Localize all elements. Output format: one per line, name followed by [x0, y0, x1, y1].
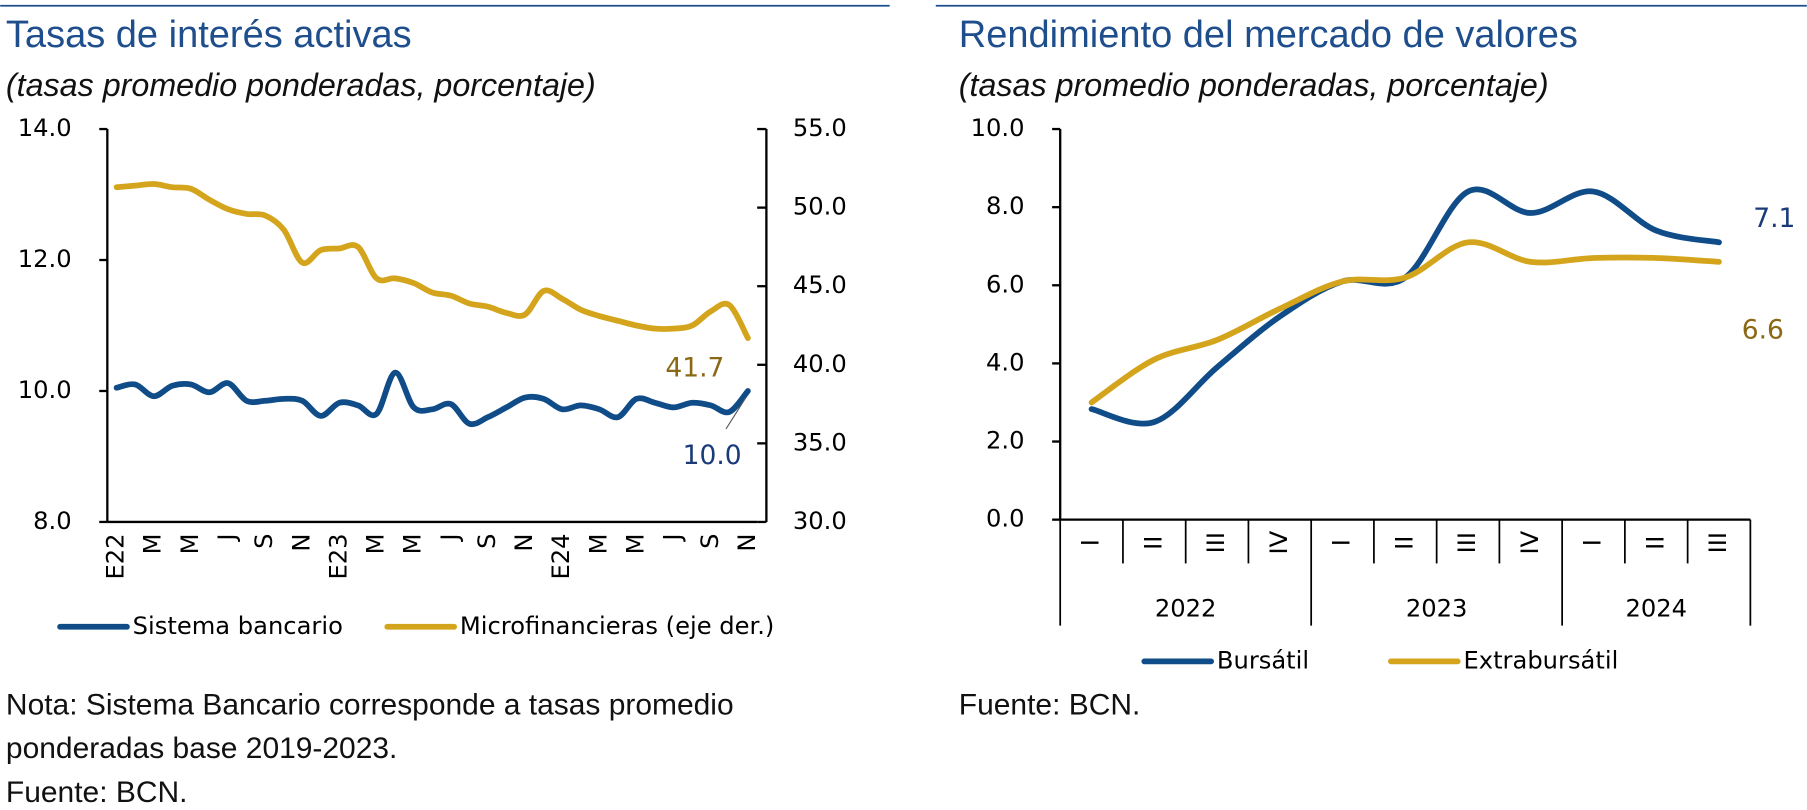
x-tick-label: E23	[324, 533, 352, 579]
note-box: Fuente: BCN.	[958, 686, 1141, 722]
y2-tick-label: 55.0	[793, 114, 847, 142]
y-tick-label: 14.0	[18, 114, 72, 142]
y-tick-label: 6.0	[986, 270, 1024, 298]
x-tick-label: M	[362, 533, 390, 554]
end-label: 6.6	[1742, 314, 1784, 345]
y2-tick-label: 45.0	[793, 271, 847, 299]
footnote: Fuente: BCN.	[958, 686, 1141, 722]
x-tick-label: M	[139, 533, 167, 554]
y-tick-label: 10.0	[971, 114, 1025, 142]
series-line	[1088, 239, 1722, 406]
y-tick-label: 12.0	[18, 245, 72, 273]
legend-label: Microfinancieras (eje der.)	[460, 612, 774, 640]
end-label: 10.0	[683, 440, 742, 471]
x-tick-label: E22	[102, 533, 130, 579]
note-box: Nota: Sistema Bancario corresponde a tas…	[5, 686, 734, 809]
chart-subtitle: (tasas promedio ponderadas, porcentaje)	[959, 67, 1549, 103]
legend-label: Bursátil	[1217, 646, 1309, 674]
y-tick-label: 2.0	[986, 427, 1024, 455]
chart-subtitle: (tasas promedio ponderadas, porcentaje)	[6, 67, 596, 103]
group-label: 2023	[1406, 595, 1468, 623]
x-tick-label: I	[1579, 539, 1607, 546]
x-tick-label: N	[733, 533, 761, 551]
end-label: 41.7	[665, 353, 724, 384]
x-tick-label: II	[1641, 536, 1669, 550]
group-label: 2024	[1625, 595, 1687, 623]
y2-tick-label: 50.0	[793, 193, 847, 221]
y2-tick-label: 35.0	[793, 428, 847, 456]
x-tick-label: J	[213, 533, 241, 542]
x-tick-label: S	[473, 533, 501, 548]
x-tick-label: IV	[1516, 530, 1544, 554]
chart-title: Rendimiento del mercado de valores	[959, 14, 1578, 56]
source: Fuente: BCN.	[5, 774, 188, 809]
series-line	[113, 369, 751, 428]
x-tick-label: M	[399, 533, 427, 554]
end-label: 7.1	[1753, 203, 1795, 234]
x-tick-label: J	[436, 533, 464, 542]
x-tick-label: S	[696, 533, 724, 548]
x-tick-label: III	[1202, 532, 1230, 553]
x-tick-label: M	[176, 533, 204, 554]
x-tick-label: N	[510, 533, 538, 551]
series-line	[113, 181, 751, 341]
legend-label: Sistema bancario	[133, 612, 343, 640]
x-tick-label: III	[1453, 532, 1481, 553]
x-tick-label: II	[1390, 536, 1418, 550]
y-tick-label: 8.0	[986, 192, 1024, 220]
x-tick-label: II	[1139, 536, 1167, 550]
x-tick-label: N	[287, 533, 315, 551]
x-tick-label: M	[584, 533, 612, 554]
legend-label: Extrabursátil	[1463, 646, 1618, 674]
x-tick-label: III	[1704, 532, 1732, 553]
series-line	[1088, 186, 1722, 427]
x-tick-label: S	[250, 533, 278, 548]
y-tick-label: 0.0	[986, 505, 1024, 533]
y-tick-label: 8.0	[33, 507, 71, 535]
y-tick-label: 10.0	[18, 376, 72, 404]
x-tick-label: IV	[1265, 530, 1293, 554]
x-tick-label: E24	[547, 533, 575, 579]
x-tick-label: I	[1077, 539, 1105, 546]
label-leader	[725, 397, 747, 430]
y2-tick-label: 40.0	[793, 350, 847, 378]
y-tick-label: 4.0	[986, 348, 1024, 376]
x-tick-label: I	[1328, 539, 1356, 546]
x-tick-label: M	[621, 533, 649, 554]
x-tick-label: J	[659, 533, 687, 542]
chart-title: Tasas de interés activas	[6, 14, 412, 56]
group-label: 2022	[1155, 595, 1217, 623]
y2-tick-label: 30.0	[793, 507, 847, 535]
footnote: Nota: Sistema Bancario corresponde a tas…	[5, 686, 734, 766]
